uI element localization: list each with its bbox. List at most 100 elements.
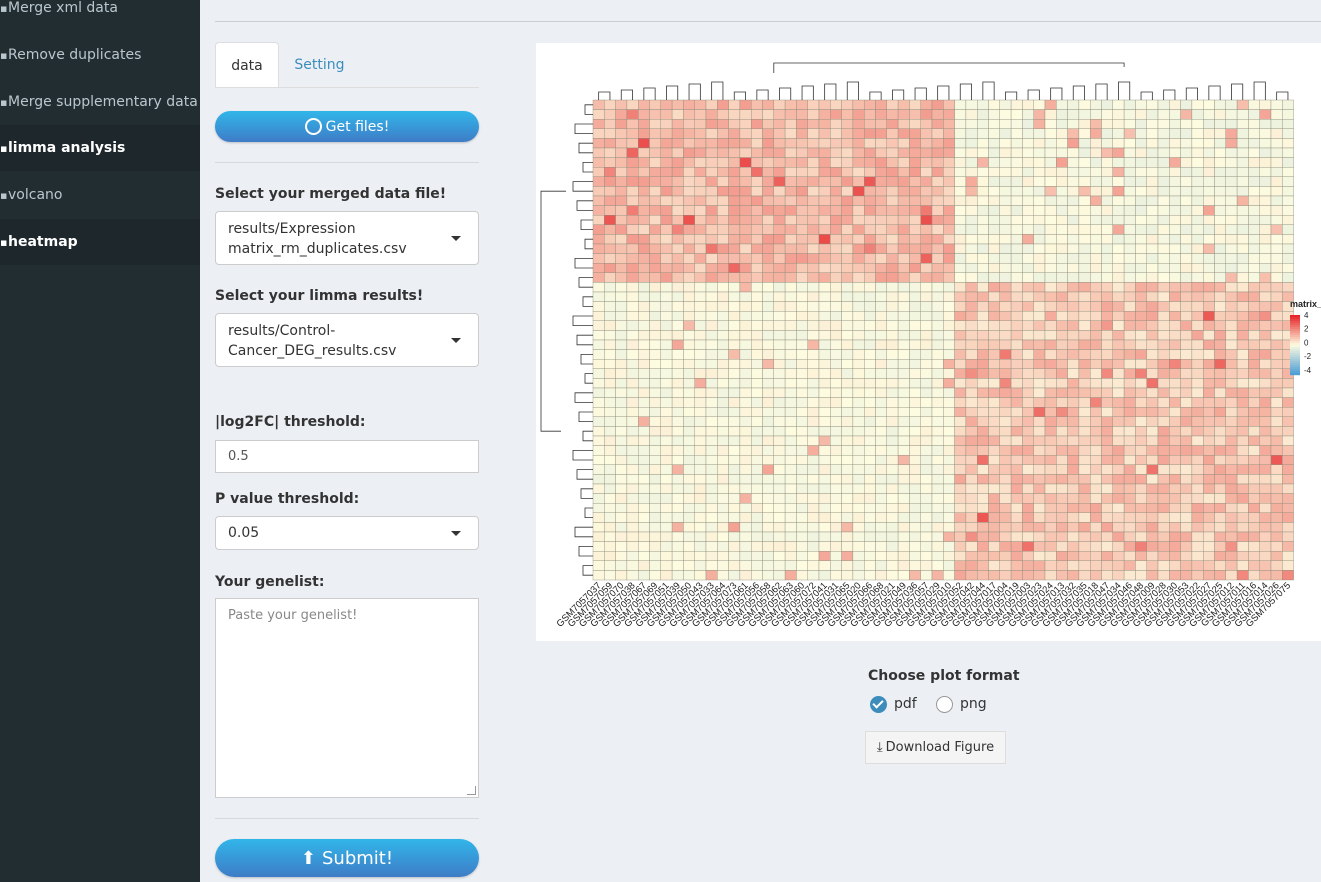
heatmap-cell (943, 435, 955, 446)
heatmap-cell (1214, 262, 1227, 273)
merged-file-select[interactable]: results/Expression matrix_rm_duplicates.… (215, 211, 479, 265)
heatmap-cell (1180, 493, 1193, 504)
heatmap-cell (864, 407, 876, 418)
heatmap-cell (717, 349, 729, 360)
heatmap-cell (999, 320, 1012, 331)
heatmap-cell (977, 320, 989, 331)
heatmap-cell (649, 301, 662, 312)
heatmap-cell (1101, 503, 1114, 514)
heatmap-cell (660, 205, 673, 216)
heatmap-cell (1090, 560, 1102, 571)
heatmap-cell (1010, 301, 1023, 312)
heatmap-cell (1180, 512, 1193, 523)
heatmap-cell (1056, 157, 1068, 168)
sidebar-item-volcano[interactable]: ▪ volcano (0, 172, 200, 218)
heatmap-cell (1282, 118, 1294, 129)
heatmap-cell (683, 551, 695, 562)
heatmap-cell (954, 118, 967, 129)
heatmap-cell (1078, 205, 1091, 216)
heatmap-cell (1090, 166, 1102, 177)
heatmap-cell (626, 118, 639, 129)
sidebar-item-heatmap[interactable]: ▪ heatmap (0, 219, 200, 265)
heatmap-cell (1010, 214, 1023, 225)
heatmap-cell (931, 320, 944, 331)
heatmap-cell (920, 291, 933, 302)
heatmap-cell (1101, 522, 1114, 533)
heatmap-cell (1067, 291, 1080, 302)
resize-handle[interactable] (467, 786, 476, 795)
sidebar-item-remove-duplicates[interactable]: ▪ Remove duplicates (0, 32, 200, 78)
tab-divider (215, 87, 479, 88)
heatmap-cell (818, 243, 831, 254)
sidebar-item-merge-xml[interactable]: ▪ Merge xml data (0, 0, 200, 31)
heatmap-cell (954, 320, 967, 331)
heatmap-cell (852, 109, 865, 120)
heatmap-cell (886, 407, 899, 418)
heatmap-cell (728, 512, 741, 523)
heatmap-cell (943, 378, 955, 389)
heatmap-cell (683, 426, 695, 437)
heatmap-cell (852, 474, 865, 485)
heatmap-cell (1203, 311, 1215, 322)
pvalue-select[interactable]: 0.05 (215, 516, 479, 550)
heatmap-cell (897, 455, 910, 466)
heatmap-cell (897, 282, 910, 293)
heatmap-cell (615, 128, 628, 139)
heatmap-cell (852, 147, 865, 158)
heatmap-cell (852, 128, 865, 139)
heatmap-cell (1236, 214, 1249, 225)
genelist-textarea[interactable]: Paste your genelist! (215, 598, 479, 798)
heatmap-cell (1135, 493, 1147, 504)
heatmap-cell (1225, 138, 1238, 149)
radio-png[interactable] (936, 696, 953, 713)
heatmap-cell (671, 445, 684, 456)
legend-swatch (1290, 373, 1300, 376)
tab-data[interactable]: data (215, 42, 279, 88)
radio-pdf-label[interactable]: pdf (894, 696, 917, 712)
tab-setting[interactable]: Setting (282, 42, 357, 87)
heatmap-cell (1169, 118, 1181, 129)
radio-pdf[interactable] (870, 696, 887, 713)
heatmap-cell (1123, 311, 1136, 322)
get-files-button[interactable]: Get files! (215, 111, 479, 142)
heatmap-cell (807, 522, 820, 533)
heatmap-cell (1180, 234, 1193, 245)
heatmap-cell (1191, 560, 1204, 571)
heatmap-cell (977, 253, 989, 264)
heatmap-cell (637, 166, 650, 177)
heatmap-cell (683, 118, 695, 129)
heatmap-cell (1101, 455, 1114, 466)
heatmap-cell (954, 205, 967, 216)
column-dendrogram-branch (937, 85, 950, 100)
heatmap-cell (931, 224, 944, 235)
heatmap-cell (875, 483, 888, 494)
heatmap-cell (1112, 109, 1125, 120)
column-dendrogram-branch (1027, 89, 1040, 100)
heatmap-cell (943, 541, 955, 552)
heatmap-cell (999, 262, 1012, 273)
heatmap-cell (841, 157, 854, 168)
heatmap-cell (1203, 243, 1215, 254)
heatmap-cell (626, 455, 639, 466)
heatmap-cell (1067, 512, 1080, 523)
chevron-down-icon (451, 236, 461, 241)
heatmap-cell (920, 474, 933, 485)
heatmap-cell (750, 435, 763, 446)
heatmap-cell (1135, 176, 1147, 187)
heatmap-cell (604, 282, 616, 293)
radio-png-label[interactable]: png (960, 696, 987, 712)
heatmap-cell (683, 483, 695, 494)
log2fc-input[interactable]: 0.5 (215, 440, 479, 473)
heatmap-cell (977, 349, 989, 360)
sidebar-item-limma[interactable]: ▪ limma analysis (0, 125, 200, 171)
heatmap-cell (1169, 166, 1181, 177)
limma-results-select[interactable]: results/Control- Cancer_DEG_results.csv (215, 313, 479, 367)
heatmap-cell (1056, 464, 1068, 475)
heatmap-cell (897, 291, 910, 302)
heatmap-cell (626, 99, 639, 110)
heatmap-cell (717, 291, 729, 302)
submit-button[interactable]: ⬆ Submit! (215, 839, 479, 877)
sidebar-item-merge-supplementary[interactable]: ▪ Merge supplementary data (0, 79, 200, 125)
download-figure-button[interactable]: ⤓ Download Figure (865, 731, 1006, 764)
heatmap-cell (1123, 128, 1136, 139)
